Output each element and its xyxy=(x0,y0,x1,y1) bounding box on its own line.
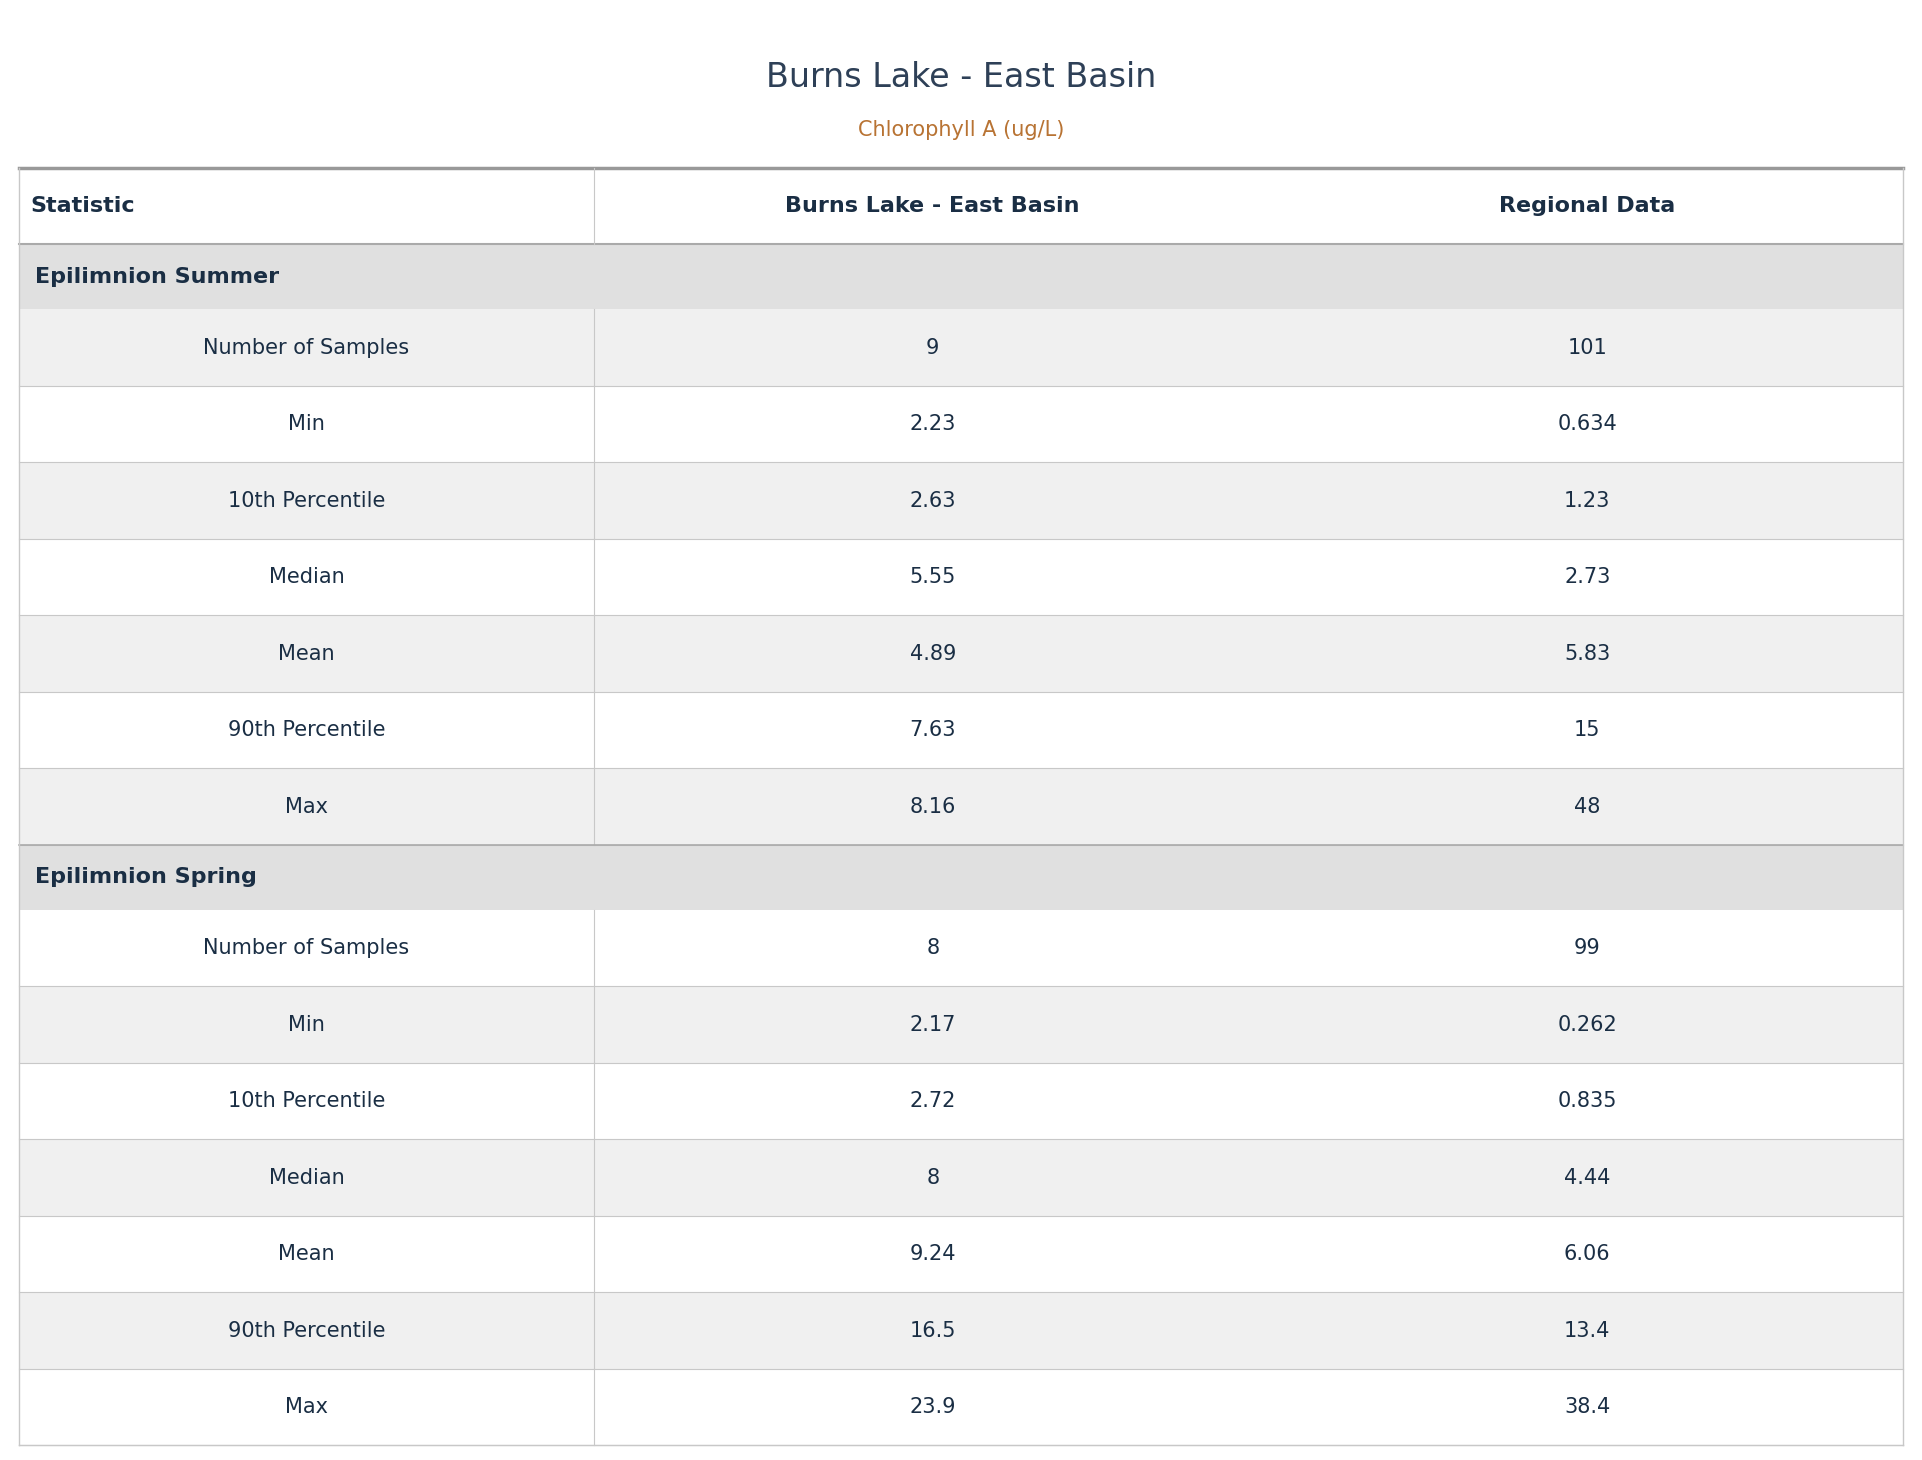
Text: 2.72: 2.72 xyxy=(909,1091,955,1111)
Text: 2.23: 2.23 xyxy=(909,415,955,434)
Text: 5.83: 5.83 xyxy=(1565,644,1611,664)
Text: Statistic: Statistic xyxy=(31,196,135,216)
Text: 101: 101 xyxy=(1568,337,1607,358)
Text: Number of Samples: Number of Samples xyxy=(204,939,409,958)
Text: 4.89: 4.89 xyxy=(909,644,955,664)
Text: 38.4: 38.4 xyxy=(1565,1397,1611,1418)
Text: 9.24: 9.24 xyxy=(909,1244,955,1264)
Text: Median: Median xyxy=(269,1168,344,1187)
FancyBboxPatch shape xyxy=(19,1369,1903,1445)
Text: 10th Percentile: 10th Percentile xyxy=(229,491,384,511)
FancyBboxPatch shape xyxy=(19,910,1903,987)
Text: 9: 9 xyxy=(926,337,940,358)
FancyBboxPatch shape xyxy=(19,539,1903,616)
Text: 15: 15 xyxy=(1574,720,1601,740)
Text: Regional Data: Regional Data xyxy=(1499,196,1676,216)
Text: Max: Max xyxy=(284,797,329,816)
Text: Median: Median xyxy=(269,566,344,587)
FancyBboxPatch shape xyxy=(19,1292,1903,1369)
FancyBboxPatch shape xyxy=(19,244,1903,310)
Text: 2.73: 2.73 xyxy=(1565,566,1611,587)
Text: Chlorophyll A (ug/L): Chlorophyll A (ug/L) xyxy=(857,120,1065,140)
Text: 99: 99 xyxy=(1574,939,1601,958)
Text: 2.17: 2.17 xyxy=(909,1015,955,1035)
Text: Epilimnion Summer: Epilimnion Summer xyxy=(35,267,279,288)
FancyBboxPatch shape xyxy=(19,692,1903,768)
Text: 0.262: 0.262 xyxy=(1557,1015,1616,1035)
FancyBboxPatch shape xyxy=(19,168,1903,244)
Text: 4.44: 4.44 xyxy=(1565,1168,1611,1187)
Text: 48: 48 xyxy=(1574,797,1601,816)
Text: Max: Max xyxy=(284,1397,329,1418)
Text: 6.06: 6.06 xyxy=(1565,1244,1611,1264)
Text: 8: 8 xyxy=(926,1168,940,1187)
Text: 8.16: 8.16 xyxy=(909,797,955,816)
Text: 7.63: 7.63 xyxy=(909,720,955,740)
Text: 13.4: 13.4 xyxy=(1565,1321,1611,1340)
FancyBboxPatch shape xyxy=(19,1216,1903,1292)
Text: 1.23: 1.23 xyxy=(1565,491,1611,511)
Text: Min: Min xyxy=(288,1015,325,1035)
Text: Epilimnion Spring: Epilimnion Spring xyxy=(35,867,256,888)
Text: 2.63: 2.63 xyxy=(909,491,955,511)
FancyBboxPatch shape xyxy=(19,310,1903,385)
FancyBboxPatch shape xyxy=(19,385,1903,463)
FancyBboxPatch shape xyxy=(19,463,1903,539)
Text: Mean: Mean xyxy=(279,1244,334,1264)
Text: Burns Lake - East Basin: Burns Lake - East Basin xyxy=(765,61,1157,95)
FancyBboxPatch shape xyxy=(19,768,1903,845)
FancyBboxPatch shape xyxy=(19,987,1903,1063)
Text: 0.634: 0.634 xyxy=(1557,415,1616,434)
Text: Burns Lake - East Basin: Burns Lake - East Basin xyxy=(786,196,1080,216)
Text: Mean: Mean xyxy=(279,644,334,664)
Text: Min: Min xyxy=(288,415,325,434)
Text: 5.55: 5.55 xyxy=(909,566,955,587)
Text: 16.5: 16.5 xyxy=(909,1321,955,1340)
FancyBboxPatch shape xyxy=(19,845,1903,910)
Text: 0.835: 0.835 xyxy=(1557,1091,1616,1111)
FancyBboxPatch shape xyxy=(19,1063,1903,1139)
Text: 23.9: 23.9 xyxy=(909,1397,955,1418)
FancyBboxPatch shape xyxy=(19,616,1903,692)
Text: 8: 8 xyxy=(926,939,940,958)
Text: Number of Samples: Number of Samples xyxy=(204,337,409,358)
Text: 90th Percentile: 90th Percentile xyxy=(227,720,384,740)
Text: 90th Percentile: 90th Percentile xyxy=(227,1321,384,1340)
Text: 10th Percentile: 10th Percentile xyxy=(229,1091,384,1111)
FancyBboxPatch shape xyxy=(19,1139,1903,1216)
